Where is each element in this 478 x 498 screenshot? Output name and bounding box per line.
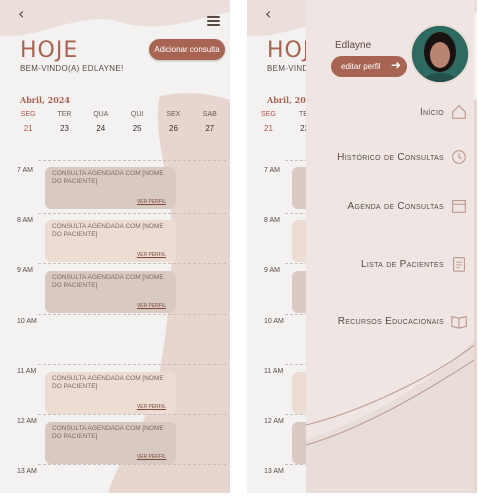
divider — [38, 263, 226, 264]
day-number[interactable]: 26 — [169, 124, 178, 133]
welcome-text: BEM-VINDO — [267, 64, 316, 73]
page-title: HOJE — [20, 38, 79, 63]
day-number[interactable]: 21 — [264, 124, 273, 133]
day-number[interactable]: 24 — [96, 124, 106, 133]
arrow-right-icon: ➜ — [390, 58, 401, 72]
divider — [38, 414, 226, 415]
calendar-icon — [452, 200, 466, 213]
clipboard-list-icon — [453, 257, 465, 272]
menu-item-label: Lista de Pacientes — [361, 258, 444, 270]
weekday-names: SEG TER QUA QUI SEX SAB — [10, 111, 228, 118]
appointment-card[interactable]: CONSULTA AGENDADA COM [NOME DO PACIENTE]… — [45, 271, 176, 313]
open-book-icon — [451, 315, 467, 329]
user-name: Edlayne — [335, 40, 372, 51]
appointment-text: CONSULTA AGENDADA COM [NOME DO PACIENTE] — [52, 223, 164, 238]
day-name[interactable]: SAB — [202, 111, 217, 118]
avatar[interactable] — [410, 24, 470, 84]
time-label: 8 AM — [17, 217, 33, 224]
divider — [38, 160, 226, 161]
time-label: 9 AM — [17, 267, 33, 274]
appointment-card[interactable]: CONSULTA AGENDADA COM [NOME DO PACIENTE]… — [45, 372, 176, 414]
hamburger-menu-icon[interactable] — [207, 16, 220, 26]
divider — [38, 464, 226, 465]
day-number[interactable]: 21 — [23, 124, 33, 133]
month-label: Abril, 2024 — [20, 95, 70, 105]
menu-item-label: Agenda de Consultas — [347, 200, 444, 212]
day-number[interactable]: 27 — [205, 124, 215, 133]
menu-item-inicio[interactable]: Início — [420, 103, 468, 121]
appointment-card[interactable]: CONSULTA AGENDADA COM [NOME DO PACIENTE]… — [45, 220, 176, 262]
time-label: 10 AM — [264, 318, 284, 325]
time-label: 11 AM — [264, 368, 284, 375]
time-label: 9 AM — [264, 267, 280, 274]
back-arrow-icon[interactable]: ‹ — [18, 4, 25, 23]
time-label: 11 AM — [17, 368, 37, 375]
back-arrow-icon[interactable]: ‹ — [265, 4, 272, 23]
day-name[interactable]: SEG — [261, 111, 276, 118]
menu-item-recursos[interactable]: Recursos Educacionais — [338, 312, 468, 330]
weekday-numbers: 21 23 24 25 26 27 — [10, 124, 228, 133]
welcome-text: BEM-VINDO(A) EDLAYNE! — [20, 64, 124, 73]
day-name[interactable]: SEG — [20, 111, 36, 118]
time-label: 7 AM — [264, 167, 280, 174]
view-profile-link[interactable]: VER PERFIL — [136, 404, 166, 410]
side-menu: Edlayne editar perfil ➜ Início Histórico… — [306, 0, 474, 493]
view-profile-link[interactable]: VER PERFIL — [136, 199, 166, 205]
time-label: 13 AM — [17, 468, 37, 475]
edit-profile-button[interactable]: editar perfil ➜ — [331, 56, 407, 77]
time-label: 12 AM — [17, 418, 37, 425]
divider — [38, 213, 226, 214]
day-number[interactable]: 23 — [300, 124, 309, 133]
menu-item-label: Início — [419, 106, 444, 118]
time-label: 7 AM — [17, 167, 33, 174]
appointment-card[interactable]: CONSULTA AGENDADA COM [NOME DO PACIENTE]… — [45, 167, 176, 209]
day-number[interactable]: 23 — [60, 124, 69, 133]
time-label: 8 AM — [264, 217, 280, 224]
menu-item-historico[interactable]: Histórico de Consultas — [337, 148, 468, 166]
menu-item-pacientes[interactable]: Lista de Pacientes — [361, 255, 468, 273]
time-label: 12 AM — [264, 418, 284, 425]
background-decoration — [0, 0, 230, 493]
avatar-portrait-icon — [412, 26, 468, 82]
menu-item-agenda[interactable]: Agenda de Consultas — [348, 197, 468, 215]
day-name[interactable]: QUI — [130, 111, 144, 118]
add-appointment-button[interactable]: Adicionar consulta — [149, 39, 225, 60]
time-label: 10 AM — [17, 318, 37, 325]
menu-decoration — [306, 340, 474, 493]
view-profile-link[interactable]: VER PERFIL — [136, 252, 166, 258]
appointment-text: CONSULTA AGENDADA COM [NOME DO PACIENTE] — [52, 170, 164, 185]
view-profile-link[interactable]: VER PERFIL — [136, 303, 166, 309]
appointment-text: CONSULTA AGENDADA COM [NOME DO PACIENTE] — [52, 375, 164, 390]
day-name[interactable]: QUA — [93, 111, 109, 118]
agenda-screen: ‹ HOJE BEM-VINDO(A) EDLAYNE! Adicionar c… — [0, 0, 230, 493]
menu-item-label: Recursos Educacionais — [337, 315, 444, 327]
month-label: Abril, 2024 — [267, 95, 317, 105]
history-icon — [452, 150, 466, 164]
day-number[interactable]: 25 — [132, 124, 142, 133]
appointment-card[interactable]: CONSULTA AGENDADA COM [NOME DO PACIENTE]… — [45, 422, 176, 464]
home-icon — [452, 104, 466, 119]
divider — [38, 314, 226, 315]
time-label: 13 AM — [264, 468, 284, 475]
menu-item-label: Histórico de Consultas — [337, 151, 444, 163]
view-profile-link[interactable]: VER PERFIL — [136, 454, 166, 460]
appointment-text: CONSULTA AGENDADA COM [NOME DO PACIENTE] — [52, 274, 164, 289]
day-name[interactable]: TE — [299, 111, 308, 118]
edit-profile-label: editar perfil — [341, 62, 381, 71]
appointment-text: CONSULTA AGENDADA COM [NOME DO PACIENTE] — [52, 425, 164, 440]
day-name[interactable]: SEX — [166, 111, 181, 118]
divider — [38, 364, 226, 365]
day-name[interactable]: TER — [57, 111, 72, 118]
